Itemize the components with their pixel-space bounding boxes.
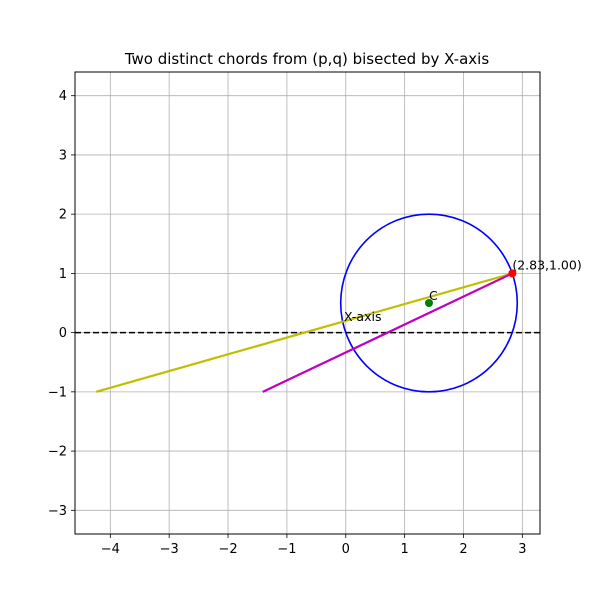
chord-line-2 — [262, 272, 513, 393]
chart-title: Two distinct chords from (p,q) bisected … — [124, 50, 489, 68]
marker-point-2 — [424, 299, 433, 307]
y-tick-label: 4 — [59, 89, 67, 104]
grid — [75, 72, 540, 534]
x-tick-label: 1 — [400, 542, 408, 557]
x-tick-label: −3 — [160, 542, 179, 557]
y-tick-label: 3 — [59, 148, 67, 163]
circle — [339, 213, 519, 393]
point-label-pq: (2.83,1.00) — [512, 257, 581, 272]
x-axis-ticks: −4 −3 −2 −1 0 1 2 3 — [101, 534, 526, 557]
y-tick-label: −3 — [48, 504, 67, 519]
y-tick-label: 2 — [59, 208, 67, 223]
annotation-x-axis: X-axis — [344, 309, 382, 324]
marker-point-1 — [508, 269, 517, 278]
y-tick-label: −2 — [48, 445, 67, 460]
y-tick-label: 1 — [59, 267, 67, 282]
x-tick-label: −4 — [101, 542, 120, 557]
x-tick-label: 0 — [342, 542, 350, 557]
plot-frame — [74, 71, 541, 535]
point-label-center: C — [429, 288, 438, 303]
y-axis-ticks: −3 −2 −1 0 1 2 3 4 — [48, 89, 75, 519]
x-tick-label: −2 — [218, 542, 237, 557]
y-tick-label: 0 — [59, 326, 67, 341]
plot-area: (2.83,1.00) C X-axis — [75, 213, 582, 393]
chord-line-1 — [95, 272, 513, 393]
x-tick-label: 3 — [518, 542, 526, 557]
y-tick-label: −1 — [48, 385, 67, 400]
x-tick-label: 2 — [459, 542, 467, 557]
x-tick-label: −1 — [277, 542, 296, 557]
